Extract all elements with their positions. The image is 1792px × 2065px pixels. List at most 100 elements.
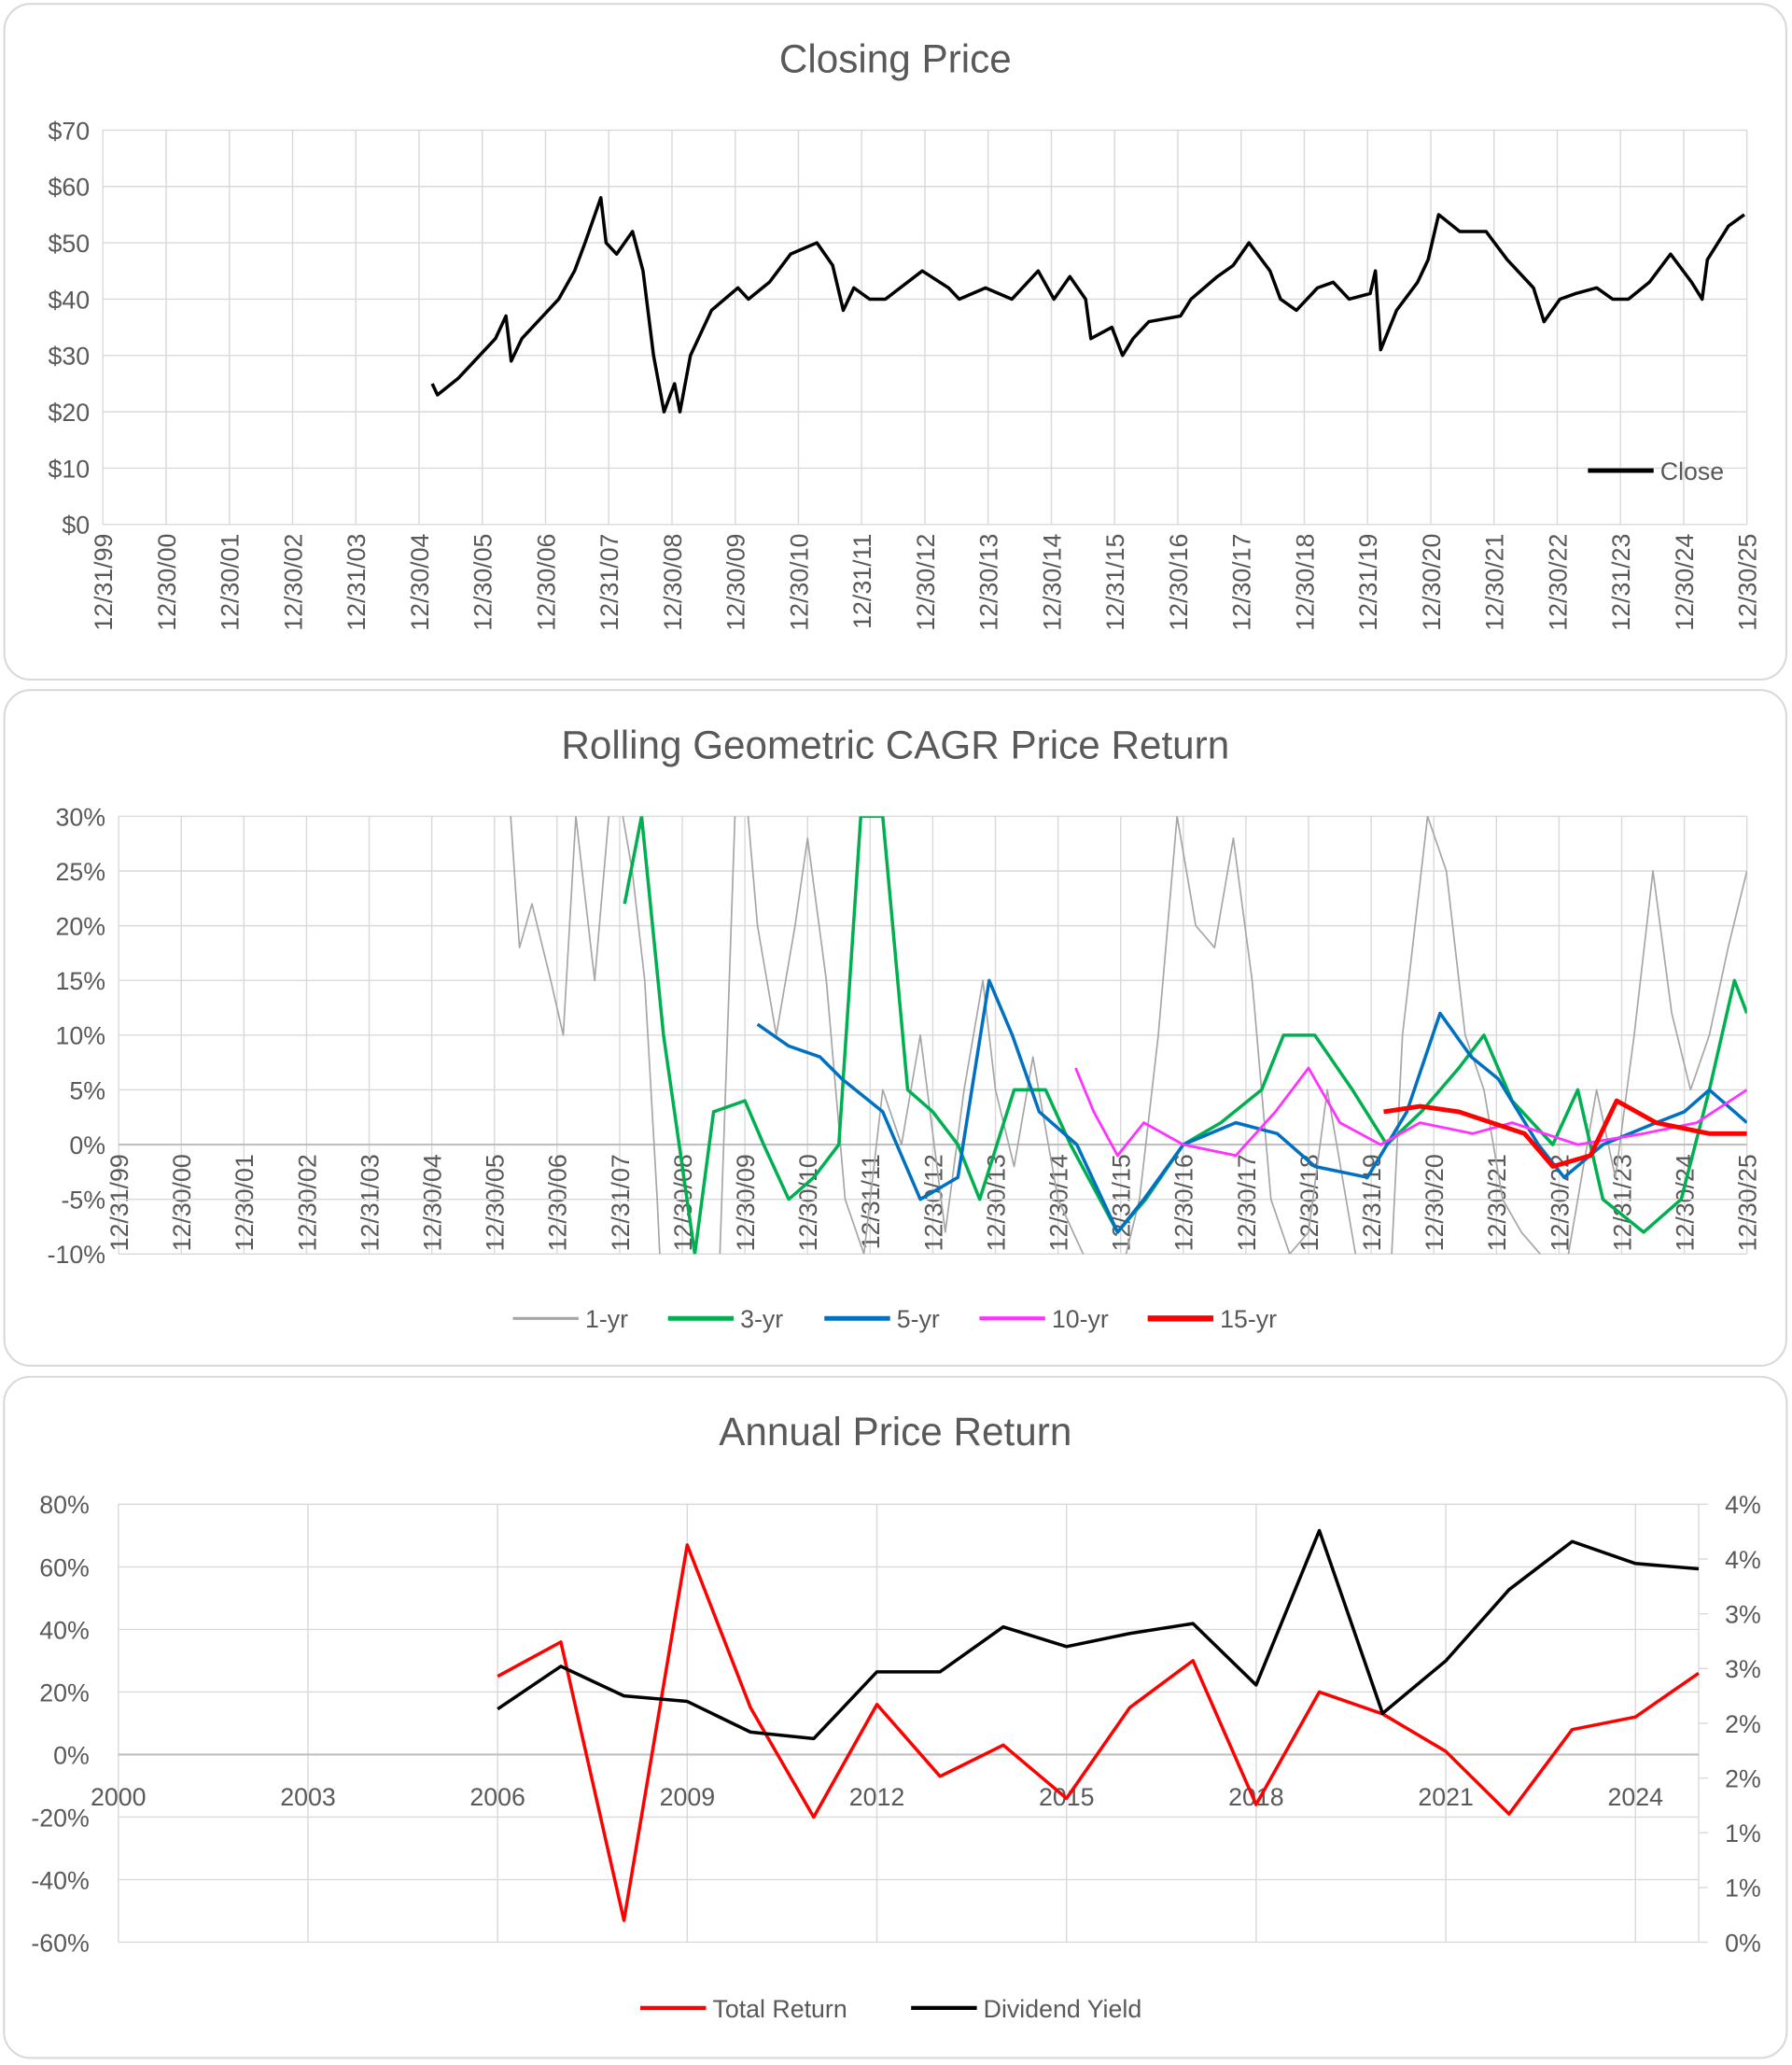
x-tick-label: 12/30/13 <box>975 534 1003 631</box>
x-tick-label: 2024 <box>1607 1783 1663 1811</box>
y2-tick-label: 2% <box>1725 1710 1761 1738</box>
x-tick-label: 12/30/10 <box>785 534 813 631</box>
chart-title: Rolling Geometric CAGR Price Return <box>561 723 1229 766</box>
y2-tick-label: 4% <box>1725 1546 1761 1574</box>
y-tick-label: -60% <box>31 1929 89 1957</box>
x-tick-label: 12/30/05 <box>482 1154 510 1251</box>
y-tick-label: 20% <box>56 912 106 940</box>
y-tick-label: $40 <box>49 286 91 314</box>
x-tick-label: 12/30/10 <box>794 1154 822 1251</box>
x-tick-label: 2009 <box>660 1783 716 1811</box>
x-tick-label: 12/31/23 <box>1608 1154 1636 1251</box>
series-line-15-yr <box>1383 1098 1747 1169</box>
x-tick-label: 12/30/06 <box>544 1154 572 1251</box>
y-tick-label: $50 <box>49 230 91 258</box>
x-tick-label: 12/30/21 <box>1481 534 1509 631</box>
x-tick-label: 12/30/01 <box>217 534 245 631</box>
x-tick-label: 12/31/19 <box>1354 534 1382 631</box>
y-tick-label: 5% <box>69 1076 105 1104</box>
x-tick-label: 12/30/17 <box>1233 1154 1261 1251</box>
x-tick-label: 12/30/01 <box>231 1154 259 1251</box>
x-tick-label: 2018 <box>1228 1783 1284 1811</box>
x-tick-label: 12/30/08 <box>659 534 687 631</box>
legend-label: 15-yr <box>1220 1305 1277 1333</box>
y-tick-label: 40% <box>39 1616 90 1644</box>
x-tick-label: 12/30/02 <box>279 534 307 631</box>
y-tick-label: -5% <box>61 1187 105 1215</box>
x-tick-label: 12/30/25 <box>1734 534 1762 631</box>
x-tick-label: 12/30/18 <box>1291 534 1319 631</box>
legend-label: Dividend Yield <box>984 1995 1142 2023</box>
x-tick-label: 12/31/15 <box>1108 1154 1136 1251</box>
x-tick-label: 12/31/11 <box>857 1154 885 1249</box>
y-tick-label: -40% <box>31 1866 89 1894</box>
y-tick-label: 0% <box>69 1131 105 1159</box>
x-tick-label: 12/30/20 <box>1418 534 1446 631</box>
y-tick-label: $10 <box>49 455 91 483</box>
x-tick-label: 12/30/04 <box>406 534 434 631</box>
x-tick-label: 12/30/09 <box>722 534 750 631</box>
x-tick-label: 12/30/13 <box>982 1154 1010 1251</box>
legend-label: Total Return <box>712 1995 847 2023</box>
y-tick-label: $60 <box>49 174 91 202</box>
y2-tick-label: 0% <box>1725 1929 1761 1957</box>
x-tick-label: 12/30/00 <box>168 1154 196 1251</box>
x-tick-label: 12/30/17 <box>1228 534 1256 631</box>
chart-border <box>3 3 1788 681</box>
legend-label: 10-yr <box>1052 1305 1109 1333</box>
legend-label: 5-yr <box>897 1305 940 1333</box>
chart-title: Annual Price Return <box>719 1410 1071 1454</box>
y-tick-label: 25% <box>56 858 106 886</box>
x-tick-label: 12/31/07 <box>607 1154 635 1251</box>
annual-return-chart: Annual Price Return 2000 2003 2006 2009 2012 2… <box>3 1375 1788 2059</box>
y2-tick-label: 3% <box>1725 1601 1761 1629</box>
x-tick-label: 12/30/22 <box>1546 1154 1574 1251</box>
x-tick-label: 12/31/99 <box>105 1154 133 1251</box>
x-tick-label: 2021 <box>1418 1783 1474 1811</box>
x-tick-label: 12/30/25 <box>1734 1154 1762 1251</box>
x-tick-label: 12/31/03 <box>356 1154 384 1251</box>
x-tick-label: 12/30/09 <box>732 1154 760 1251</box>
x-tick-label: 12/30/05 <box>469 534 497 631</box>
chart-title: Closing Price <box>779 36 1012 80</box>
y2-tick-label: 3% <box>1725 1655 1761 1683</box>
x-tick-label: 2003 <box>280 1783 336 1811</box>
y2-tick-label: 4% <box>1725 1491 1761 1519</box>
x-tick-label: 12/30/02 <box>293 1154 321 1251</box>
x-tick-label: 2000 <box>91 1783 147 1811</box>
y2-tick-label: 1% <box>1725 1875 1761 1903</box>
x-tick-label: 12/31/99 <box>90 534 118 631</box>
series-line-close <box>430 196 1745 414</box>
x-tick-label: 12/30/00 <box>153 534 181 631</box>
x-tick-label: 12/30/06 <box>532 534 560 631</box>
legend-label: Close <box>1660 457 1724 485</box>
closing-price-chart: Closing Price 12/31/99 12/30/00 12/30/01 12/… <box>3 3 1788 681</box>
y-tick-label: $20 <box>49 399 91 427</box>
series-line-total-return <box>497 1543 1700 1922</box>
x-tick-label: 12/30/14 <box>1038 534 1066 631</box>
x-tick-label: 12/31/03 <box>343 534 371 631</box>
y-tick-label: $30 <box>49 343 91 371</box>
x-tick-label: 12/31/23 <box>1607 534 1635 631</box>
x-tick-label: 2012 <box>849 1783 905 1811</box>
x-tick-label: 12/30/12 <box>912 534 940 631</box>
y-tick-label: 20% <box>39 1679 90 1707</box>
y-tick-label: $0 <box>62 512 90 540</box>
chart-border <box>3 1375 1788 2059</box>
y-tick-label: 0% <box>53 1741 90 1769</box>
x-tick-label: 12/30/04 <box>418 1154 446 1251</box>
y-tick-label: 60% <box>39 1553 90 1581</box>
x-tick-label: 12/31/07 <box>595 534 623 631</box>
series-line-dividend-yield <box>497 1528 1700 1741</box>
y-tick-label: 30% <box>56 803 106 831</box>
x-tick-label: 12/30/16 <box>1165 534 1193 631</box>
chart-border <box>3 689 1788 1368</box>
y-tick-label: -10% <box>48 1241 105 1269</box>
x-tick-label: 12/30/16 <box>1170 1154 1198 1251</box>
x-tick-label: 2006 <box>469 1783 525 1811</box>
y2-tick-label: 1% <box>1725 1819 1761 1847</box>
y-tick-label: $70 <box>49 117 91 145</box>
legend-label: 3-yr <box>740 1305 783 1333</box>
y2-tick-label: 2% <box>1725 1764 1761 1792</box>
